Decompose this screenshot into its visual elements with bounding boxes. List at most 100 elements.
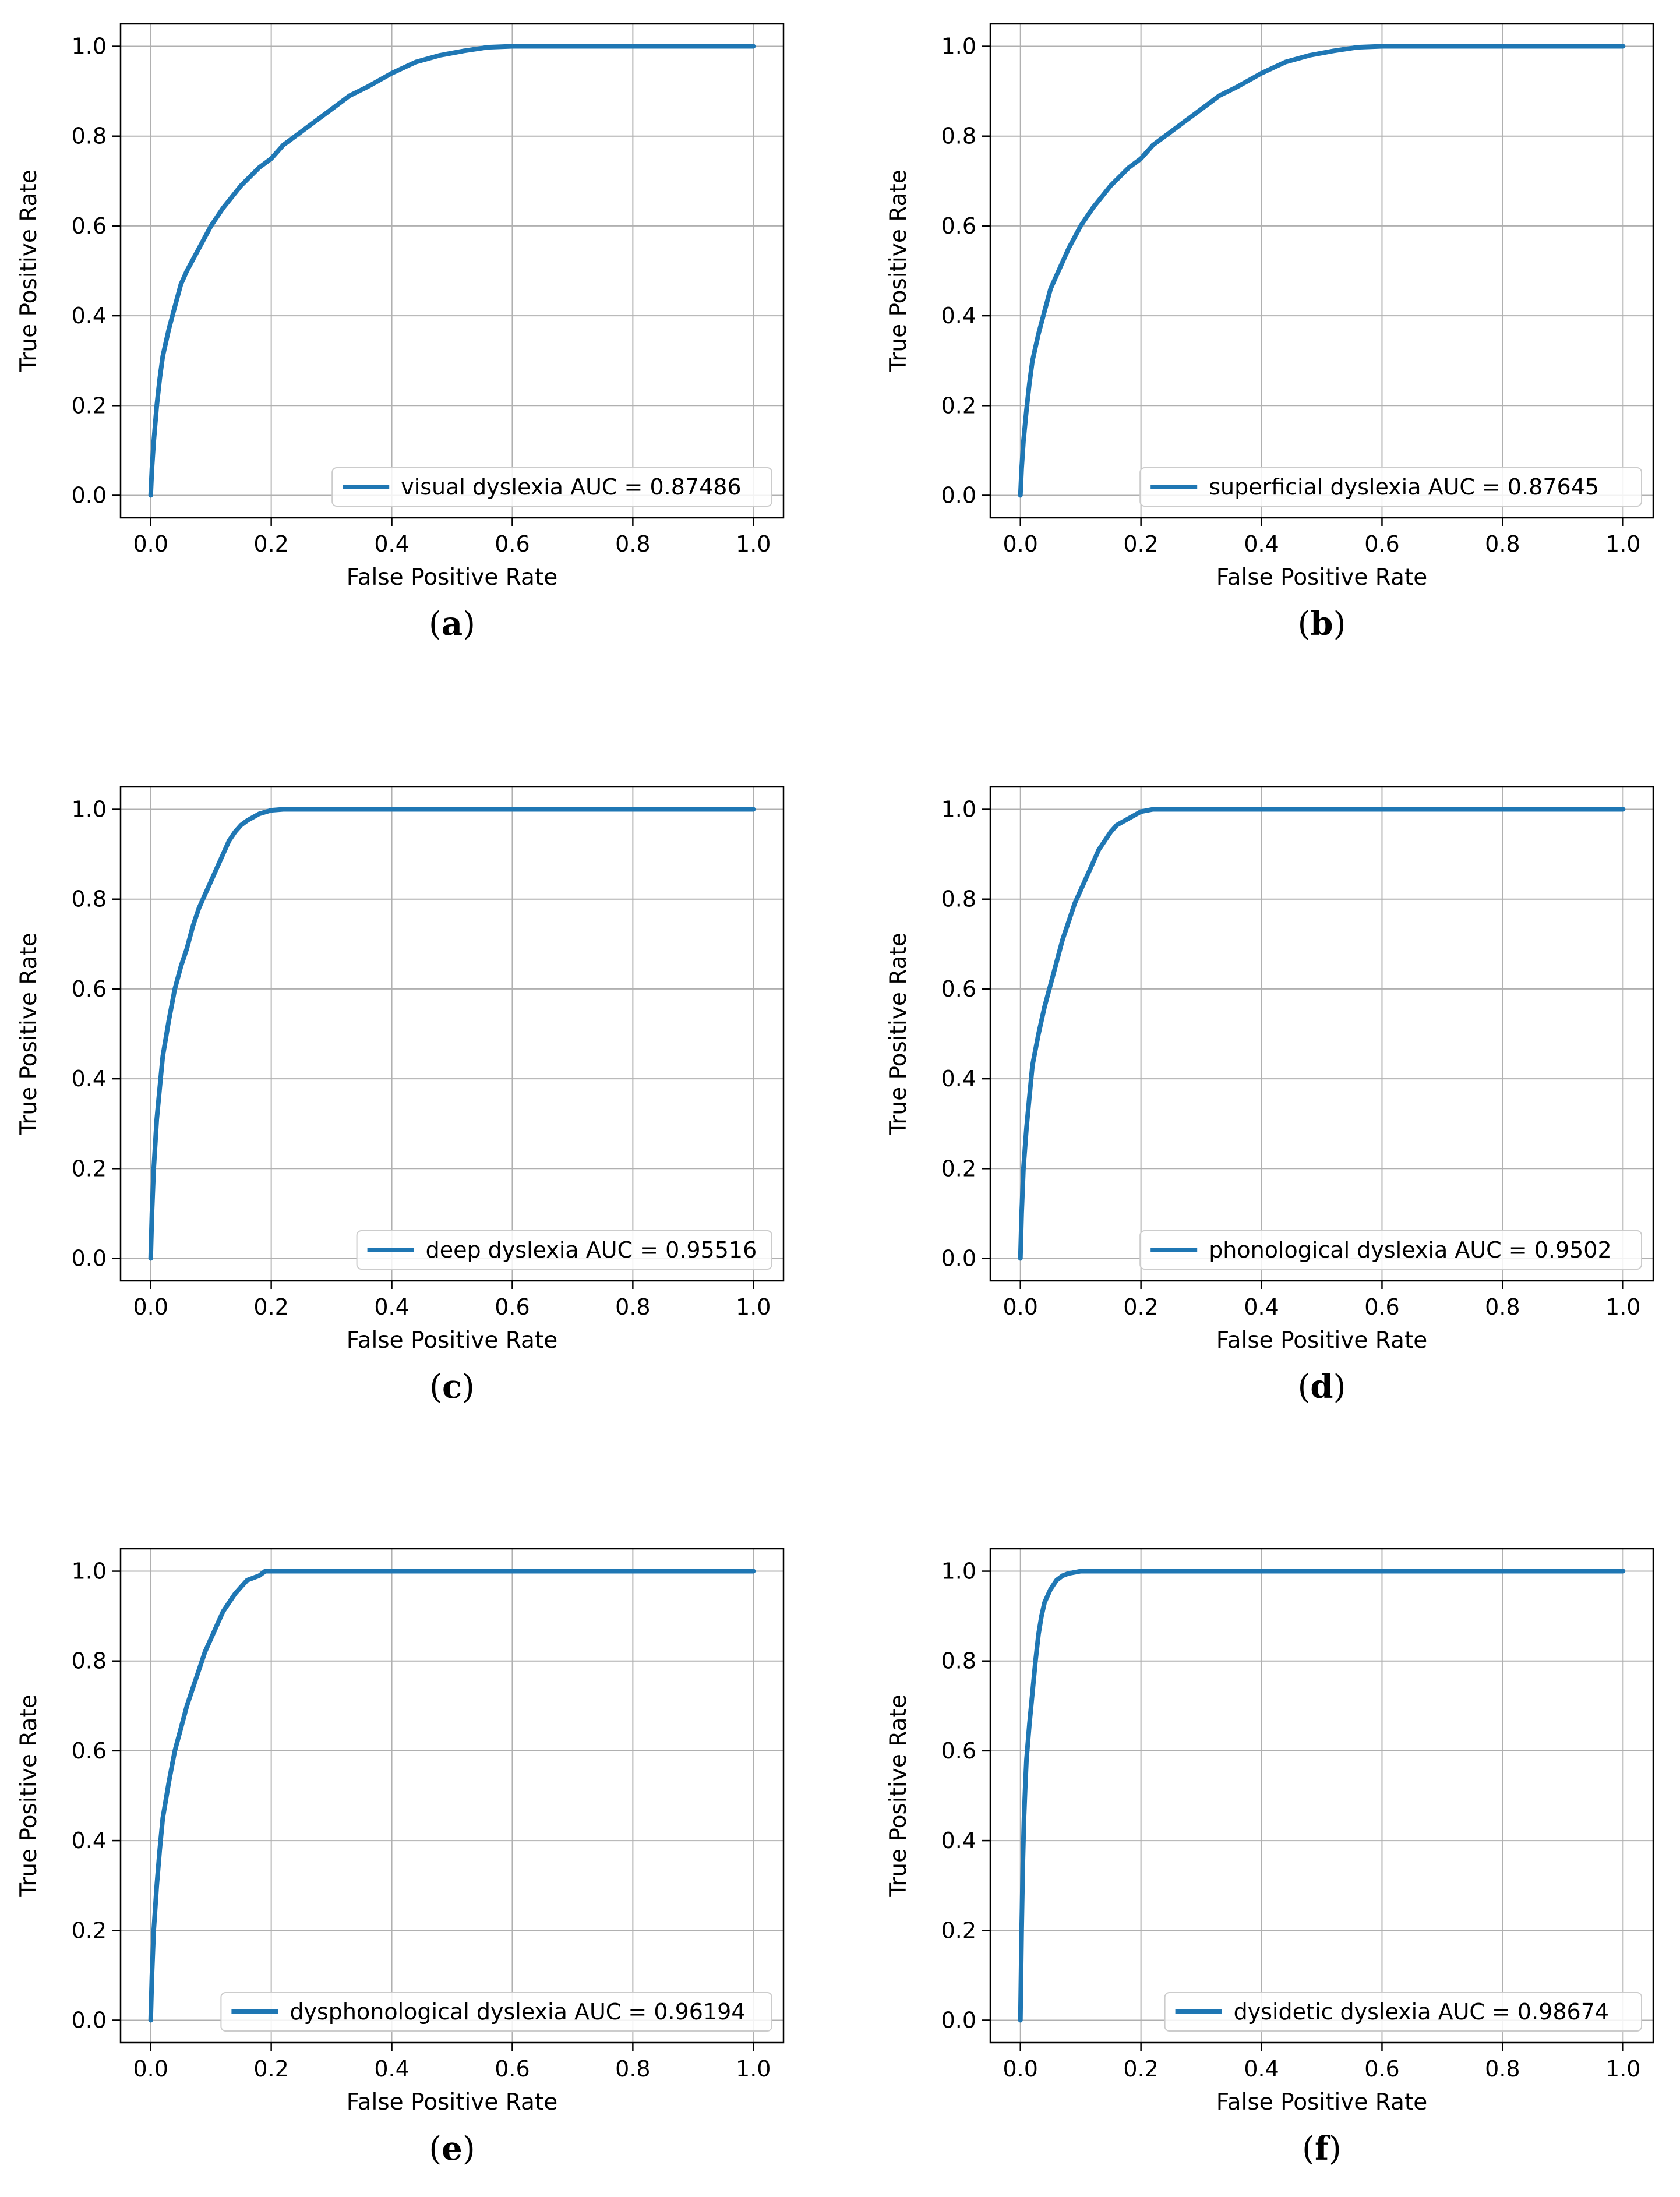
axes-frame [119, 23, 785, 519]
x-tick-label: 0.4 [374, 1294, 409, 1320]
y-axis-label: True Positive Rate [16, 169, 42, 372]
x-tick-label: 0.8 [1485, 2056, 1520, 2082]
x-tick-label: 1.0 [1605, 1294, 1640, 1320]
y-tick-label: 0.4 [941, 303, 976, 329]
x-tick-label: 0.0 [1003, 1294, 1038, 1320]
caption-close-paren: ) [1329, 2130, 1342, 2168]
y-tick-label: 0.4 [72, 1066, 107, 1092]
y-tick-label: 0.4 [72, 303, 107, 329]
x-tick-label: 0.0 [1003, 531, 1038, 557]
x-tick-label: 0.4 [374, 531, 409, 557]
axes-frame [989, 1548, 1654, 2044]
y-tick-label: 0.6 [72, 1738, 107, 1764]
y-tick-label: 0.4 [941, 1828, 976, 1853]
panel-caption: (c) [429, 1368, 475, 1406]
roc-curve-line [148, 44, 756, 498]
y-axis-label: True Positive Rate [885, 933, 912, 1135]
caption-letter: d [1310, 1368, 1333, 1406]
y-tick-label: 0.6 [941, 213, 976, 239]
x-tick-label: 0.4 [1244, 1294, 1279, 1320]
caption-open-paren: ( [1298, 605, 1311, 643]
legend-box [220, 1992, 772, 2032]
x-tick-label: 0.6 [495, 2056, 530, 2082]
caption-letter: a [442, 605, 463, 643]
y-tick-label: 0.4 [941, 1066, 976, 1092]
y-axis-label: True Positive Rate [16, 933, 42, 1135]
chart-panel-c: 0.0 0.2 0.4 0.6 0.8 1.0 0.0 0.2 0.4 0.6 0.8 1.0 deep… [16, 786, 785, 1406]
x-tick-label: 1.0 [736, 2056, 771, 2082]
x-tick-label: 0.4 [1244, 2056, 1279, 2082]
roc-curve-line [1018, 1569, 1626, 2023]
panel-caption: (d) [1298, 1368, 1346, 1406]
plot-area [990, 1549, 1653, 2043]
roc-curve-line [148, 1569, 756, 2023]
x-tick-label: 1.0 [1605, 531, 1640, 557]
legend-label: dysphonological dyslexia AUC = 0.96194 [290, 1999, 745, 2025]
legend-label: visual dyslexia AUC = 0.87486 [401, 474, 741, 500]
panel-caption: (f) [1302, 2129, 1342, 2168]
y-tick-label: 0.6 [941, 976, 976, 1002]
roc-curve-line [148, 807, 756, 1261]
chart-panel-e: 0.0 0.2 0.4 0.6 0.8 1.0 0.0 0.2 0.4 0.6 0.8 1.0 dysp… [16, 1548, 785, 2168]
caption-letter: f [1315, 2129, 1331, 2168]
plot-area [121, 787, 783, 1281]
caption-open-paren: ( [429, 1368, 442, 1406]
y-tick-label: 1.0 [72, 797, 107, 822]
x-tick-label: 0.6 [495, 531, 530, 557]
x-tick-label: 0.6 [1364, 531, 1399, 557]
caption-open-paren: ( [429, 605, 442, 643]
x-tick-label: 0.8 [615, 2056, 650, 2082]
x-tick-label: 0.0 [1003, 2056, 1038, 2082]
x-tick-label: 0.8 [1485, 1294, 1520, 1320]
x-axis-label: False Positive Rate [1216, 1327, 1427, 1354]
y-tick-label: 0.2 [72, 393, 107, 418]
x-tick-label: 0.4 [374, 2056, 409, 2082]
x-tick-label: 1.0 [736, 531, 771, 557]
x-axis-label: False Positive Rate [347, 1327, 557, 1354]
caption-letter: b [1310, 605, 1333, 643]
x-tick-label: 0.0 [133, 2056, 168, 2082]
x-tick-label: 0.2 [1123, 1294, 1158, 1320]
legend-box [1139, 467, 1642, 507]
x-tick-label: 0.6 [495, 1294, 530, 1320]
x-tick-label: 0.8 [615, 531, 650, 557]
caption-letter: c [442, 1368, 462, 1406]
caption-close-paren: ) [1333, 605, 1346, 643]
y-tick-label: 0.8 [72, 123, 107, 149]
roc-curve-line [1018, 44, 1626, 498]
caption-open-paren: ( [1302, 2130, 1315, 2168]
chart-panel-a: 0.0 0.2 0.4 0.6 0.8 1.0 0.0 0.2 0.4 0.6 0.8 1.0 visu… [16, 23, 785, 643]
y-tick-label: 0.0 [72, 2007, 107, 2033]
x-tick-label: 0.2 [1123, 531, 1158, 557]
caption-close-paren: ) [463, 2130, 475, 2168]
y-tick-label: 0.2 [941, 393, 976, 418]
caption-close-paren: ) [1333, 1368, 1346, 1406]
x-axis-label: False Positive Rate [347, 2089, 557, 2115]
caption-close-paren: ) [462, 1368, 475, 1406]
chart-panel-f: 0.0 0.2 0.4 0.6 0.8 1.0 0.0 0.2 0.4 0.6 0.8 1.0 dysi… [885, 1548, 1654, 2168]
y-tick-label: 0.2 [941, 1917, 976, 1943]
chart-panel-b: 0.0 0.2 0.4 0.6 0.8 1.0 0.0 0.2 0.4 0.6 0.8 1.0 supe… [885, 23, 1654, 643]
y-tick-label: 0.6 [72, 213, 107, 239]
x-tick-label: 0.0 [133, 1294, 168, 1320]
y-tick-label: 0.6 [941, 1738, 976, 1764]
caption-open-paren: ( [1298, 1368, 1311, 1406]
y-tick-label: 1.0 [941, 797, 976, 822]
caption-close-paren: ) [463, 605, 475, 643]
x-axis-label: False Positive Rate [1216, 564, 1427, 591]
roc-curve-line [1018, 807, 1626, 1261]
plot-area [990, 24, 1653, 518]
panel-caption: (a) [429, 605, 475, 643]
caption-open-paren: ( [429, 2130, 442, 2168]
panel-caption: (b) [1298, 605, 1346, 643]
plot-area [121, 1549, 783, 2043]
x-tick-label: 1.0 [736, 1294, 771, 1320]
x-tick-label: 0.2 [253, 2056, 288, 2082]
y-tick-label: 1.0 [72, 34, 107, 59]
y-tick-label: 0.4 [72, 1828, 107, 1853]
axes-frame [119, 1548, 785, 2044]
y-axis-label: True Positive Rate [885, 1694, 912, 1897]
x-axis-label: False Positive Rate [1216, 2089, 1427, 2115]
y-axis-label: True Positive Rate [885, 169, 912, 372]
